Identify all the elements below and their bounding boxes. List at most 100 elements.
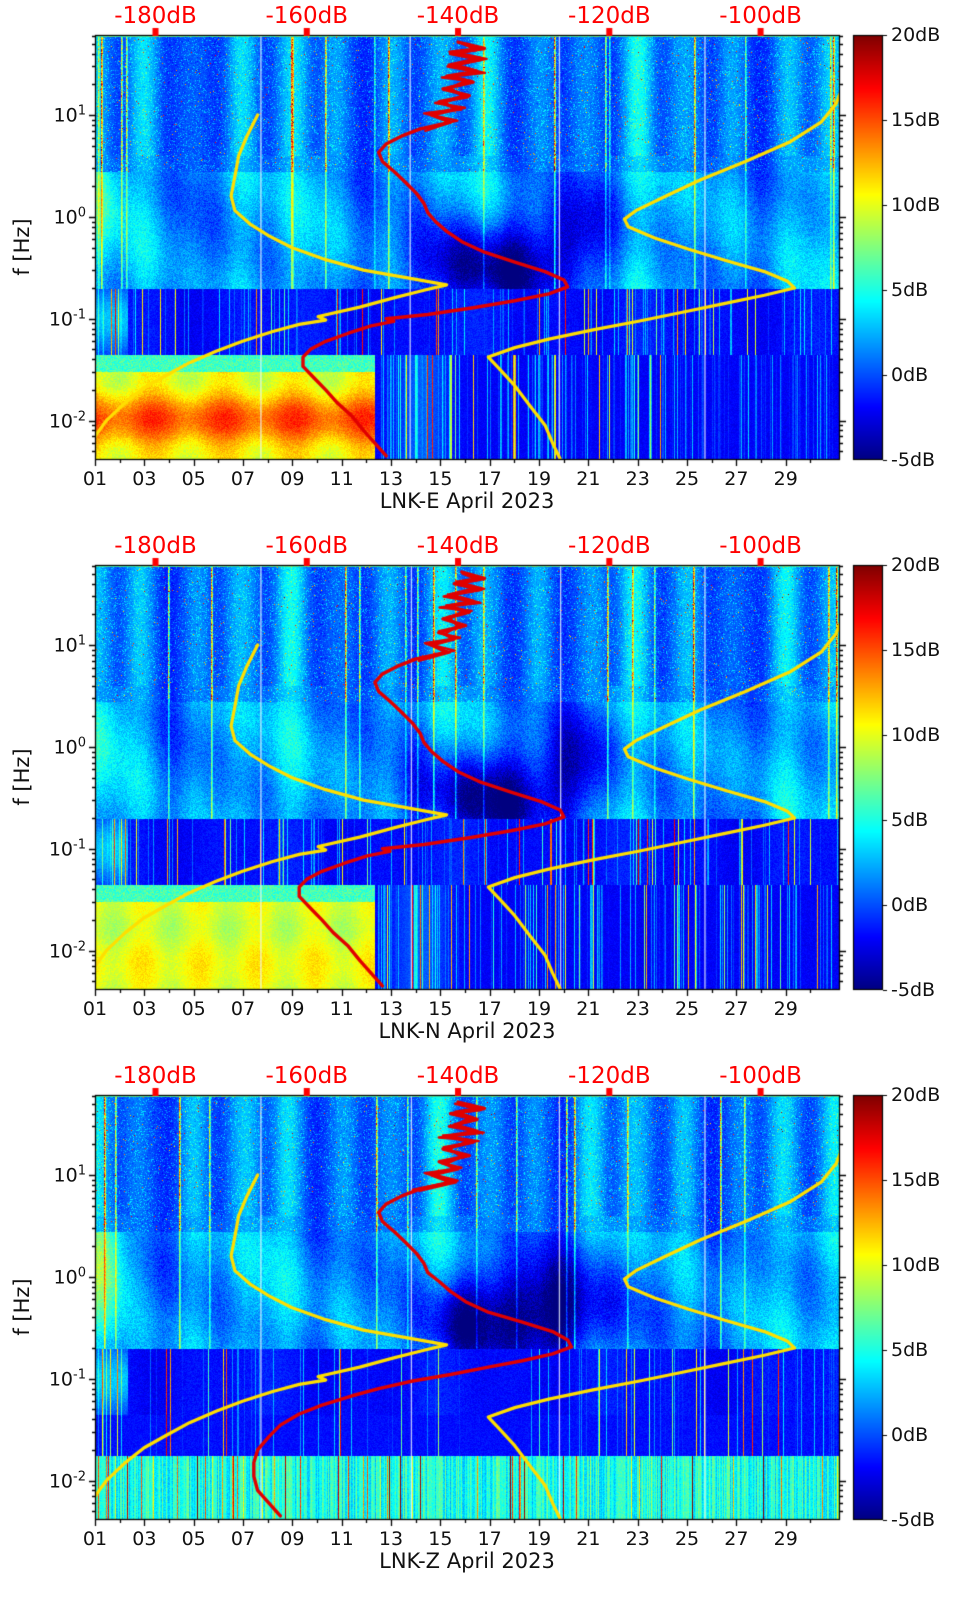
colorbar-tick-label: 20dB (891, 24, 941, 46)
top-axis-tick-label: -120dB (568, 3, 651, 29)
y-tick-label: 100 (53, 735, 86, 759)
top-axis-tick-label: -160dB (265, 533, 349, 559)
y-axis-label: f [Hz] (10, 1278, 34, 1336)
top-axis-tick-label: -180dB (114, 3, 197, 29)
y-tick-label: 101 (53, 103, 86, 127)
colorbar-tick-label: -5dB (891, 449, 936, 471)
y-tick-label: 101 (53, 1163, 86, 1187)
colorbar-tick-label: 15dB (891, 109, 941, 131)
x-tick-label: 05 (181, 998, 206, 1020)
x-tick-label: 21 (576, 998, 601, 1020)
colorbar-tick-label: 0dB (891, 894, 929, 916)
y-tick-label: 100 (53, 1265, 86, 1289)
panel-lnk-n: -180dB -160dB -140dB -120dB -100dB f [Hz… (0, 530, 962, 1063)
top-axis-tick-label: -100dB (719, 1063, 802, 1089)
x-tick-label: 03 (132, 468, 157, 490)
top-axis-tick-label: -100dB (719, 533, 802, 559)
colorbar-tick-label: 20dB (891, 1084, 941, 1106)
y-tick-label: 10-1 (48, 1367, 86, 1391)
x-tick-label: 25 (674, 1528, 700, 1550)
colorbar-tick-label: 5dB (891, 809, 929, 831)
top-axis-tick-label: -180dB (114, 533, 197, 559)
x-axis-title: LNK-N April 2023 (378, 1019, 556, 1043)
x-tick-label: 23 (625, 998, 650, 1020)
colorbar-tick-label: -5dB (891, 1509, 936, 1531)
x-tick-label: 27 (724, 1528, 749, 1550)
y-tick-label: 10-2 (48, 938, 86, 963)
x-tick-label: 07 (230, 1528, 256, 1550)
x-tick-label: 13 (378, 468, 404, 490)
colorbar-tick-label: 10dB (891, 194, 941, 216)
x-tick-label: 29 (773, 998, 798, 1020)
x-axis-title: LNK-E April 2023 (379, 489, 555, 513)
colorbar-tick-label: 15dB (891, 639, 941, 661)
x-tick-label: 23 (625, 1528, 650, 1550)
x-tick-label: 09 (280, 1528, 305, 1550)
x-tick-label: 27 (724, 998, 749, 1020)
y-tick-label: 10-1 (48, 837, 86, 861)
colorbar-tick-label: 15dB (891, 1169, 941, 1191)
x-tick-label: 05 (181, 1528, 206, 1550)
spectrogram-heatmap-canvas-lnk-z (0, 1060, 962, 1593)
x-axis-title: LNK-Z April 2023 (379, 1549, 555, 1573)
top-axis-tick-label: -120dB (568, 533, 651, 559)
y-tick-label: 100 (53, 205, 86, 229)
x-tick-label: 13 (378, 998, 404, 1020)
x-tick-label: 13 (378, 1528, 404, 1550)
top-axis-tick-label: -180dB (114, 1063, 197, 1089)
y-axis-label: f [Hz] (10, 218, 34, 276)
spectrogram-heatmap-canvas-lnk-n (0, 530, 962, 1063)
colorbar-tick-label: 0dB (891, 364, 929, 386)
top-axis-tick-label: -140dB (416, 3, 500, 29)
x-tick-label: 11 (329, 468, 354, 490)
x-tick-label: 17 (477, 468, 502, 490)
x-tick-label: 07 (230, 998, 256, 1020)
x-tick-label: 29 (773, 1528, 798, 1550)
top-axis-tick-label: -160dB (265, 1063, 349, 1089)
panel-lnk-z: -180dB -160dB -140dB -120dB -100dB f [Hz… (0, 1060, 962, 1593)
x-tick-label: 01 (82, 1528, 108, 1550)
x-tick-label: 09 (280, 998, 305, 1020)
x-tick-label: 01 (82, 998, 108, 1020)
top-axis-tick-label: -160dB (265, 3, 349, 29)
y-tick-label: 10-2 (48, 1468, 86, 1493)
x-tick-label: 01 (82, 468, 108, 490)
x-tick-label: 07 (230, 468, 256, 490)
x-tick-label: 15 (428, 468, 453, 490)
x-tick-label: 25 (674, 468, 700, 490)
colorbar-tick-label: 10dB (891, 1254, 941, 1276)
y-tick-label: 10-2 (48, 408, 86, 433)
panel-lnk-e: -180dB -160dB -140dB -120dB -100dB f [Hz… (0, 0, 962, 533)
x-tick-label: 27 (724, 468, 749, 490)
x-tick-label: 11 (329, 1528, 354, 1550)
y-axis-label: f [Hz] (10, 748, 34, 806)
x-tick-label: 21 (576, 1528, 601, 1550)
y-tick-label: 101 (53, 633, 86, 657)
x-tick-label: 25 (674, 998, 700, 1020)
colorbar-tick-label: -5dB (891, 979, 936, 1001)
x-tick-label: 19 (526, 998, 552, 1020)
x-tick-label: 23 (625, 468, 650, 490)
x-tick-label: 09 (280, 468, 305, 490)
x-tick-label: 05 (181, 468, 206, 490)
colorbar-tick-label: 20dB (891, 554, 941, 576)
spectrogram-heatmap-canvas-lnk-e (0, 0, 962, 533)
x-tick-label: 21 (576, 468, 601, 490)
x-tick-label: 03 (132, 998, 157, 1020)
colorbar-tick-label: 10dB (891, 724, 941, 746)
top-axis-tick-label: -140dB (416, 1063, 500, 1089)
x-tick-label: 19 (526, 1528, 552, 1550)
y-tick-label: 10-1 (48, 307, 86, 331)
x-tick-label: 17 (477, 998, 502, 1020)
top-axis-tick-label: -100dB (719, 3, 802, 29)
colorbar-tick-label: 0dB (891, 1424, 929, 1446)
x-tick-label: 03 (132, 1528, 157, 1550)
x-tick-label: 15 (428, 1528, 453, 1550)
x-tick-label: 11 (329, 998, 354, 1020)
x-tick-label: 19 (526, 468, 552, 490)
x-tick-label: 29 (773, 468, 798, 490)
colorbar-tick-label: 5dB (891, 1339, 929, 1361)
x-tick-label: 15 (428, 998, 453, 1020)
x-tick-label: 17 (477, 1528, 502, 1550)
